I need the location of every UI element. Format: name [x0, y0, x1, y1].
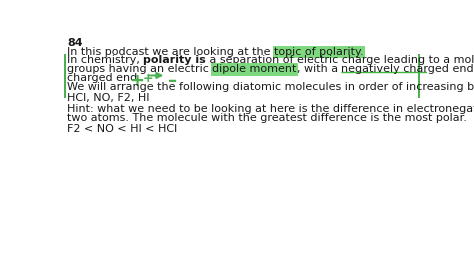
Text: dipole moment: dipole moment — [212, 64, 297, 74]
Text: In chemistry,: In chemistry, — [67, 55, 143, 65]
Text: We will arrange the following diatomic molecules in order of increasing bond pol: We will arrange the following diatomic m… — [67, 82, 474, 92]
Text: HCl, NO, F2, HI: HCl, NO, F2, HI — [67, 93, 149, 103]
Text: a separation of electric charge leading to a molecule or its chemical: a separation of electric charge leading … — [206, 55, 474, 65]
Text: groups having an electric: groups having an electric — [67, 64, 212, 74]
Text: +: + — [143, 71, 154, 85]
Text: –: – — [168, 72, 177, 91]
FancyBboxPatch shape — [64, 54, 66, 98]
Text: F2 < NO < HI < HCl: F2 < NO < HI < HCl — [67, 124, 177, 134]
Text: negatively charged: negatively charged — [341, 64, 449, 74]
Text: In this podcast we are looking at the: In this podcast we are looking at the — [67, 47, 274, 57]
Text: +: + — [129, 72, 144, 90]
FancyBboxPatch shape — [418, 54, 420, 98]
Text: 84: 84 — [67, 38, 82, 48]
Text: , with a: , with a — [297, 64, 341, 74]
Text: charged end: charged end — [67, 73, 137, 83]
Text: two atoms. The molecule with the greatest difference is the most polar.: two atoms. The molecule with the greates… — [67, 113, 467, 123]
Text: end and a positively: end and a positively — [449, 64, 474, 74]
Text: polarity is: polarity is — [143, 55, 206, 65]
Text: Hint: what we need to be looking at here is the difference in electronegativity : Hint: what we need to be looking at here… — [67, 104, 474, 114]
Text: topic of polarity.: topic of polarity. — [274, 47, 364, 57]
